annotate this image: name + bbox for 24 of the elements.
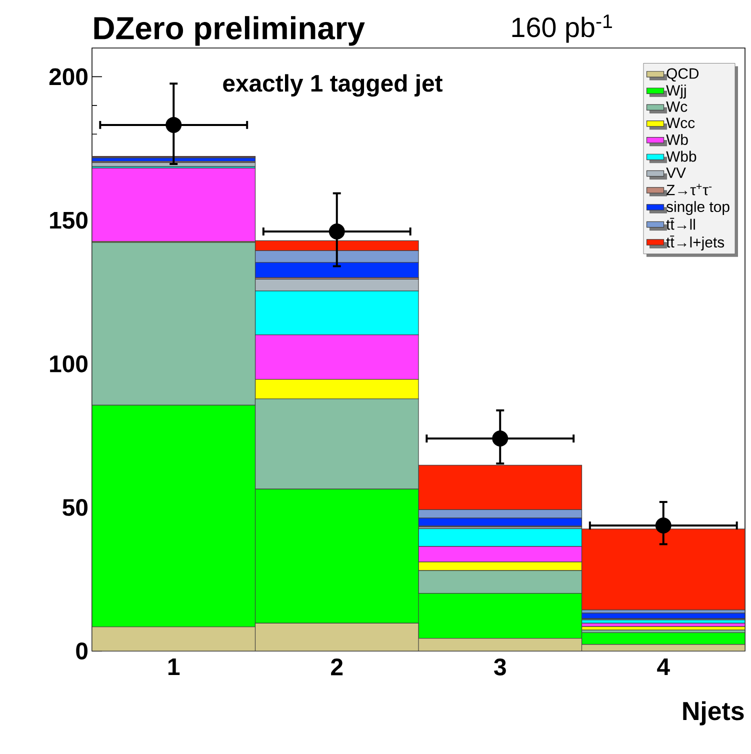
x-axis-title: Njets (683, 701, 744, 726)
legend-label: Z→τ$^{+}$τ$^{-}$ (666, 184, 712, 196)
legend-label: Wb (666, 134, 688, 145)
x-tick-label: 1 (168, 658, 180, 675)
legend-label: VV (666, 168, 686, 178)
y-tick-label: 100 (50, 355, 88, 372)
legend-label: Wbb (666, 150, 696, 162)
annotation: exactly 1 tagged jet (223, 74, 442, 97)
legend-label: tt̄→ll (666, 218, 695, 230)
y-tick-label: 50 (62, 498, 88, 516)
legend-label: Wcc (666, 118, 695, 128)
legend-label: QCD (666, 68, 699, 82)
legend-label: Wjj (666, 84, 686, 99)
legend-label: single top (666, 201, 730, 215)
chart-title: DZero preliminary (94, 16, 365, 46)
y-tick-label: 150 (50, 212, 88, 229)
legend-label: Wc (666, 101, 688, 112)
chart-subtitle: 160 pb$^{-1}$ (512, 14, 612, 43)
x-tick-label: 3 (494, 658, 506, 676)
x-tick-label: 2 (331, 658, 343, 676)
y-tick-label: 0 (76, 642, 88, 660)
legend-label: tt̄→l+jets (666, 236, 724, 250)
x-tick-label: 4 (657, 658, 670, 675)
y-tick-label: 200 (49, 68, 88, 86)
